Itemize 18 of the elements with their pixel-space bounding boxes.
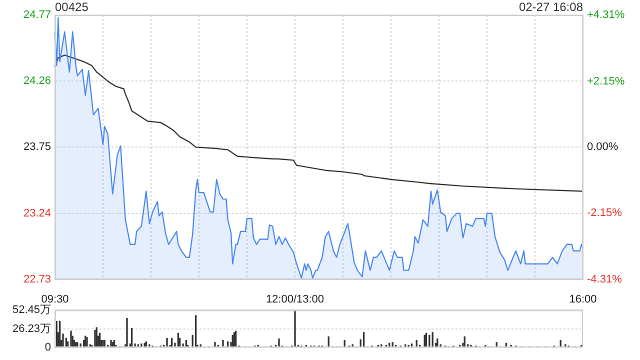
- x-tick-label: 12:00/13:00: [266, 294, 324, 306]
- y-tick-label: 23.75: [23, 141, 51, 154]
- y-tick-label: 24.26: [23, 75, 51, 88]
- x-tick-label: 09:30: [41, 294, 69, 306]
- y2-tick-label: -4.31%: [587, 273, 622, 286]
- y-tick-label: 0: [44, 341, 51, 354]
- y-tick-label: 26.23万: [12, 322, 51, 335]
- y2-tick-label: -2.15%: [587, 207, 622, 220]
- x-tick-label: 16:00: [569, 294, 597, 306]
- y-tick-label: 52.45万: [12, 304, 51, 316]
- y-tick-label: 22.73: [23, 273, 51, 286]
- y-tick-label: 23.24: [23, 207, 51, 220]
- y2-tick-label: +4.31%: [587, 9, 625, 22]
- chart-subtitle: 02-27 16:08: [518, 0, 583, 14]
- y-tick-label: 24.77: [23, 9, 51, 22]
- y2-tick-label: +2.15%: [587, 75, 625, 88]
- y2-tick-label: 0.00%: [587, 141, 618, 154]
- chart-title: 00425: [55, 0, 88, 14]
